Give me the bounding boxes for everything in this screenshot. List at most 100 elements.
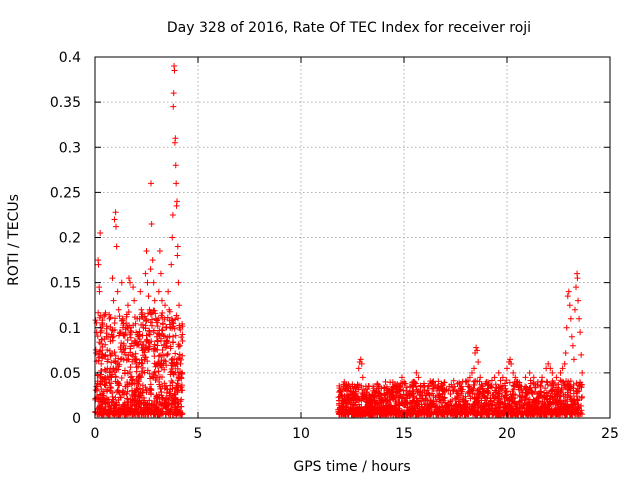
data-point	[172, 316, 179, 323]
data-point	[391, 393, 398, 400]
data-point	[427, 411, 434, 418]
data-point	[123, 405, 130, 412]
data-point	[155, 408, 162, 415]
data-point	[133, 385, 140, 392]
data-point	[128, 406, 135, 413]
data-point	[450, 387, 457, 394]
x-tick-label: 5	[194, 426, 203, 442]
data-point	[505, 409, 512, 416]
data-point	[139, 409, 146, 416]
data-point	[117, 394, 124, 401]
data-point	[426, 391, 433, 398]
data-point	[549, 387, 556, 394]
data-point	[492, 381, 499, 388]
data-point	[99, 319, 106, 326]
data-point	[563, 324, 570, 331]
data-point	[451, 383, 458, 390]
data-point	[514, 378, 521, 385]
data-point	[492, 387, 499, 394]
data-point	[562, 384, 569, 391]
data-point	[112, 315, 119, 322]
data-point	[118, 339, 125, 346]
data-point	[545, 390, 552, 397]
data-point	[138, 356, 145, 363]
data-point	[522, 374, 529, 381]
data-point	[550, 399, 557, 406]
data-point	[392, 396, 399, 403]
data-point	[410, 397, 417, 404]
data-point	[150, 347, 157, 354]
data-point	[124, 399, 131, 406]
data-point	[155, 288, 162, 295]
data-point	[510, 369, 517, 376]
y-tick-label: 0.4	[59, 50, 81, 66]
data-point	[156, 381, 163, 388]
data-point	[530, 374, 537, 381]
data-point	[136, 374, 143, 381]
data-point	[116, 313, 123, 320]
data-point	[148, 180, 155, 187]
data-point	[425, 407, 432, 414]
data-point	[422, 395, 429, 402]
data-point	[474, 347, 481, 354]
data-point	[435, 409, 442, 416]
data-point	[168, 378, 175, 385]
data-point	[527, 377, 534, 384]
data-point	[174, 380, 181, 387]
data-point	[573, 388, 580, 395]
data-point	[157, 270, 164, 277]
data-point	[133, 355, 140, 362]
data-point	[97, 312, 104, 319]
data-point	[499, 387, 506, 394]
data-point	[542, 385, 549, 392]
data-point	[131, 380, 138, 387]
data-point	[165, 288, 172, 295]
data-point	[171, 359, 178, 366]
data-point	[98, 360, 105, 367]
data-point	[490, 409, 497, 416]
data-point	[150, 279, 157, 286]
data-point	[139, 332, 146, 339]
data-point	[411, 378, 418, 385]
data-point	[125, 275, 132, 282]
data-point	[489, 392, 496, 399]
data-point	[457, 408, 464, 415]
data-point	[534, 378, 541, 385]
data-point	[154, 323, 161, 330]
data-point	[516, 407, 523, 414]
data-point	[172, 350, 179, 357]
data-point	[142, 344, 149, 351]
data-point	[564, 389, 571, 396]
data-point	[125, 356, 132, 363]
data-point	[394, 387, 401, 394]
data-point	[148, 402, 155, 409]
data-point	[382, 410, 389, 417]
data-point	[154, 337, 161, 344]
data-point	[349, 392, 356, 399]
data-point	[108, 331, 115, 338]
data-point	[568, 333, 575, 340]
data-point	[380, 384, 387, 391]
data-point	[164, 350, 171, 357]
data-point	[139, 347, 146, 354]
x-tick-label: 0	[91, 426, 100, 442]
data-point	[559, 365, 566, 372]
data-point	[411, 379, 418, 386]
data-point	[553, 384, 560, 391]
data-point	[548, 382, 555, 389]
data-point	[100, 392, 107, 399]
data-point	[113, 223, 120, 230]
data-point	[343, 387, 350, 394]
x-tick-label: 10	[292, 426, 310, 442]
y-tick-label: 0.25	[50, 185, 81, 201]
data-point	[139, 370, 146, 377]
data-point	[126, 369, 133, 376]
data-point	[438, 383, 445, 390]
data-point	[115, 306, 122, 313]
data-point	[536, 393, 543, 400]
data-point	[132, 356, 139, 363]
data-point	[109, 275, 116, 282]
data-point	[401, 378, 407, 385]
data-point	[575, 297, 582, 304]
data-point	[337, 387, 344, 394]
